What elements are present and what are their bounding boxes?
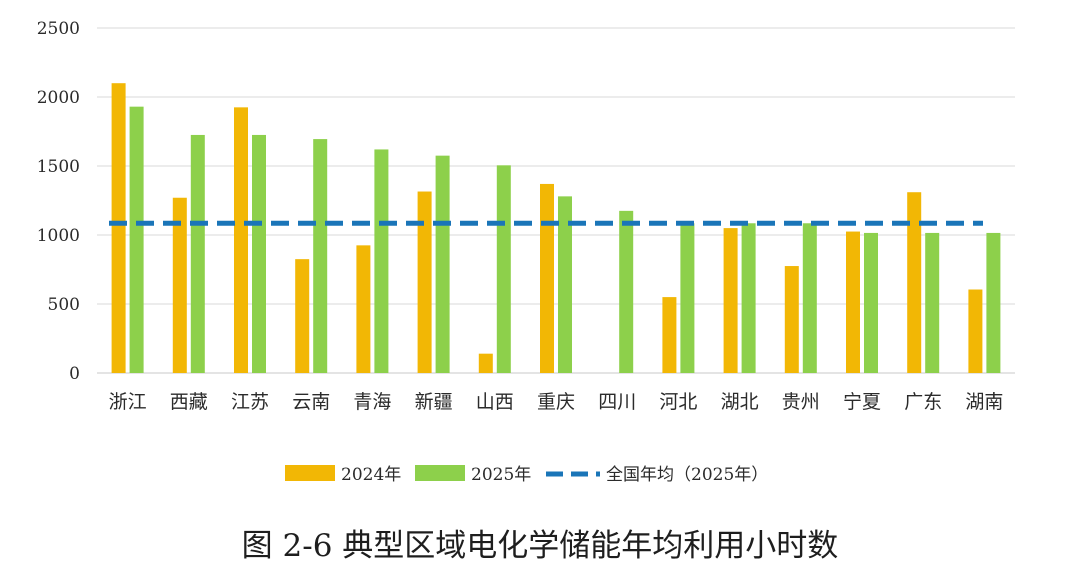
bar-2024 [540, 183, 554, 373]
x-category-label: 青海 [353, 391, 391, 413]
x-category-label: 浙江 [109, 391, 147, 413]
y-tick-label: 2000 [37, 88, 80, 108]
x-category-label: 贵州 [782, 391, 820, 413]
x-category-label: 湖北 [721, 391, 759, 413]
y-tick-label: 1000 [37, 226, 80, 246]
gridlines [97, 27, 1015, 374]
x-category-label: 四川 [598, 391, 636, 413]
y-tick-label: 1500 [37, 157, 80, 177]
chart-title: 图 2-6 典型区域电化学储能年均利用小时数 [242, 528, 839, 564]
x-category-label: 河北 [659, 391, 697, 413]
bar-2024 [784, 266, 799, 373]
x-category-label: 云南 [292, 391, 330, 413]
bar-2025 [741, 223, 756, 373]
bar-2024 [907, 192, 922, 373]
legend-label-reference: 全国年均（2025年） [606, 465, 768, 485]
bar-2024 [417, 191, 432, 373]
bar-2025 [129, 106, 144, 373]
x-category-label: 山西 [476, 391, 514, 413]
bar-2024 [968, 289, 983, 373]
bar-2025 [986, 232, 1001, 373]
bar-2025 [374, 149, 389, 373]
legend: 2024年 2025年 全国年均（2025年） [285, 465, 768, 485]
bar-2025 [680, 223, 695, 373]
legend-swatch-2024 [285, 465, 335, 481]
x-category-label: 湖南 [965, 391, 1003, 413]
y-tick-label: 500 [48, 295, 80, 315]
bar-2024 [111, 83, 126, 373]
y-tick-label: 2500 [37, 19, 80, 39]
legend-swatch-2025 [415, 465, 465, 481]
bar-2025 [313, 139, 328, 373]
legend-label-2025: 2025年 [471, 465, 531, 485]
bar-2025 [925, 232, 940, 373]
bar-2024 [234, 107, 248, 373]
bar-2025 [190, 134, 205, 373]
bar-2025 [802, 223, 817, 373]
x-category-label: 宁夏 [843, 391, 881, 413]
x-axis-categories: 浙江 西藏 江苏 云南 青海 新疆 山西 重庆 四川 河北 湖北 贵州 宁夏 广东 湖南 [109, 391, 1004, 413]
bar-2024 [478, 353, 493, 373]
x-category-label: 江苏 [231, 391, 269, 413]
bar-2025 [252, 134, 266, 373]
bars [111, 83, 1001, 373]
x-category-label: 重庆 [537, 391, 575, 413]
bar-2025 [496, 165, 511, 373]
bar-2024 [295, 259, 310, 373]
legend-label-2024: 2024年 [341, 465, 401, 485]
x-category-label: 新疆 [415, 391, 453, 413]
bar-2025 [619, 210, 634, 373]
bar-2024 [662, 297, 677, 373]
bar-2025 [435, 155, 450, 373]
bar-2025 [864, 232, 878, 373]
bar-2024 [723, 228, 738, 373]
x-category-label: 西藏 [170, 391, 208, 413]
y-axis-ticks: 0 500 1000 1500 2000 2500 [37, 19, 80, 384]
bar-2024 [356, 245, 371, 373]
y-tick-label: 0 [69, 364, 80, 384]
x-category-label: 广东 [904, 391, 942, 413]
bar-2025 [558, 196, 572, 373]
bar-2024 [846, 231, 860, 373]
bar-2024 [172, 197, 187, 373]
